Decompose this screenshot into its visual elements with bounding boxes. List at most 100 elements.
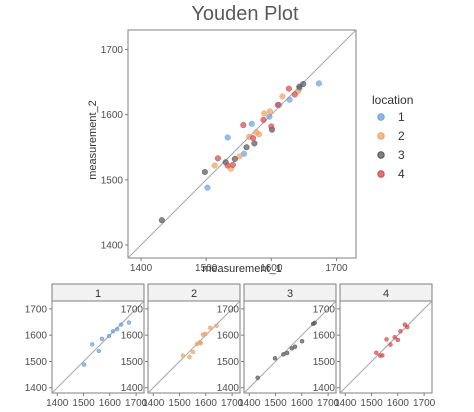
main-point-location-4 [285, 85, 292, 92]
main-point-location-2 [236, 153, 243, 160]
main-point-location-3 [243, 144, 250, 151]
main-point-location-4 [240, 122, 247, 129]
main-plot-panel: 1400 1500 1600 1700 1400 1500 1600 1700 [101, 29, 357, 274]
facet-2-y-tick-label: 1700 [121, 304, 144, 315]
facet-3-point-location-3 [255, 375, 260, 381]
legend-label-4: 4 [398, 167, 405, 181]
facet-2-x-tick-label: 1500 [168, 398, 191, 409]
legend-title: location [372, 93, 413, 107]
facet-1-point-location-1 [118, 322, 124, 327]
main-identity-line [127, 29, 357, 259]
facet-2-x-tick-label: 1600 [195, 398, 218, 409]
facet-2-identity-line [147, 300, 241, 394]
main-point-location-4 [291, 91, 298, 98]
main-point-location-4 [229, 161, 236, 168]
facet-4-point-location-4 [380, 353, 385, 358]
main-point-location-2 [211, 162, 218, 169]
main-point-location-1 [286, 96, 293, 103]
main-x-tick-label: 1600 [260, 263, 283, 274]
legend-key-2 [377, 132, 385, 140]
facet-3-y-tick-label: 1700 [217, 304, 240, 315]
main-point-location-3 [231, 155, 238, 163]
facet-2-y-tick-label: 1600 [121, 331, 144, 342]
facet-2-point-location-2 [214, 323, 219, 328]
facet-1-x-tick-label: 1400 [46, 398, 69, 409]
facet-3-point-location-3 [312, 320, 317, 326]
main-point-location-2 [279, 93, 286, 100]
facet-2-y-tick-label: 1400 [121, 383, 144, 394]
main-point-location-4 [250, 135, 257, 142]
main-y-tick-label: 1400 [101, 240, 124, 251]
facet-4-identity-line [339, 300, 433, 394]
facet-4-x-tick-label: 1500 [360, 398, 383, 409]
facet-3-point-location-3 [284, 350, 290, 356]
main-point-location-4 [214, 155, 221, 162]
facet-2-point-location-2 [208, 325, 213, 331]
facet-1-y-tick-label: 1700 [25, 304, 48, 315]
facet-strip-label: 1 [95, 288, 101, 300]
facet-1-y-tick-label: 1600 [25, 331, 48, 342]
main-point-location-3 [201, 168, 208, 176]
facet-3-x-tick-label: 1400 [238, 398, 261, 409]
facet-1-point-location-1 [114, 326, 120, 332]
legend-key-4 [377, 170, 385, 178]
facet-4-y-tick-label: 1400 [313, 383, 336, 394]
facet-2-point-location-2 [190, 349, 196, 355]
facet-4-x-tick-label: 1400 [334, 398, 357, 409]
facet-3-x-tick-label: 1700 [317, 398, 340, 409]
facet-1-point-location-1 [89, 342, 95, 347]
main-x-tick-label: 1700 [325, 263, 348, 274]
facet-strip-label: 2 [191, 288, 197, 300]
legend-label-1: 1 [398, 110, 405, 124]
legend-label-2: 2 [398, 129, 405, 143]
facet-3-point-location-3 [299, 338, 305, 344]
facet-4-point-location-4 [395, 337, 401, 343]
facet-2-point-location-2 [198, 340, 204, 346]
facet-1-point-location-1 [81, 362, 87, 367]
facet-4-x-tick-label: 1600 [387, 398, 410, 409]
main-y-tick-label: 1700 [101, 45, 124, 56]
facet-1-x-tick-label: 1500 [72, 398, 95, 409]
main-x-tick-label: 1500 [195, 263, 218, 274]
facet-1-identity-line [51, 300, 145, 394]
main-point-location-1 [204, 184, 211, 191]
facet-1-point-location-1 [99, 336, 105, 342]
facet-2-x-tick-label: 1400 [142, 398, 165, 409]
facet-3-x-tick-label: 1500 [264, 398, 287, 409]
main-point-location-3 [300, 81, 307, 88]
facet-4-point-location-4 [374, 350, 379, 356]
facet-2-y-tick-label: 1500 [121, 357, 144, 368]
facet-1-point-location-1 [96, 348, 102, 354]
facet-3-y-tick-label: 1400 [217, 383, 240, 394]
facet-1-point-location-1 [106, 333, 112, 339]
facet-1-x-tick-label: 1700 [125, 398, 148, 409]
facet-strip-label: 3 [287, 288, 293, 300]
main-point-location-1 [315, 80, 322, 87]
facet-4-point-location-4 [392, 335, 397, 340]
main-point-location-4 [260, 116, 267, 123]
main-point-location-4 [268, 123, 275, 130]
facet-1-x-tick-label: 1600 [99, 398, 122, 409]
main-point-location-4 [274, 101, 281, 108]
main-point-location-2 [266, 108, 274, 115]
main-point-location-1 [224, 134, 231, 141]
facet-2-point-location-2 [180, 353, 186, 358]
main-point-location-4 [224, 162, 231, 169]
facet-4-point-location-4 [398, 328, 403, 334]
facet-3-point-location-3 [292, 344, 298, 349]
facet-1-y-tick-label: 1500 [25, 357, 48, 368]
facet-3-point-location-3 [281, 352, 286, 357]
facet-4-point-location-4 [384, 337, 389, 342]
legend: location 1 2 3 4 [372, 93, 413, 181]
main-point-location-2 [255, 131, 262, 138]
y-axis-title: measurement_2 [87, 100, 99, 180]
main-point-location-1 [240, 150, 248, 157]
facet-1-point-location-1 [126, 320, 132, 325]
main-point-location-3 [158, 217, 165, 224]
